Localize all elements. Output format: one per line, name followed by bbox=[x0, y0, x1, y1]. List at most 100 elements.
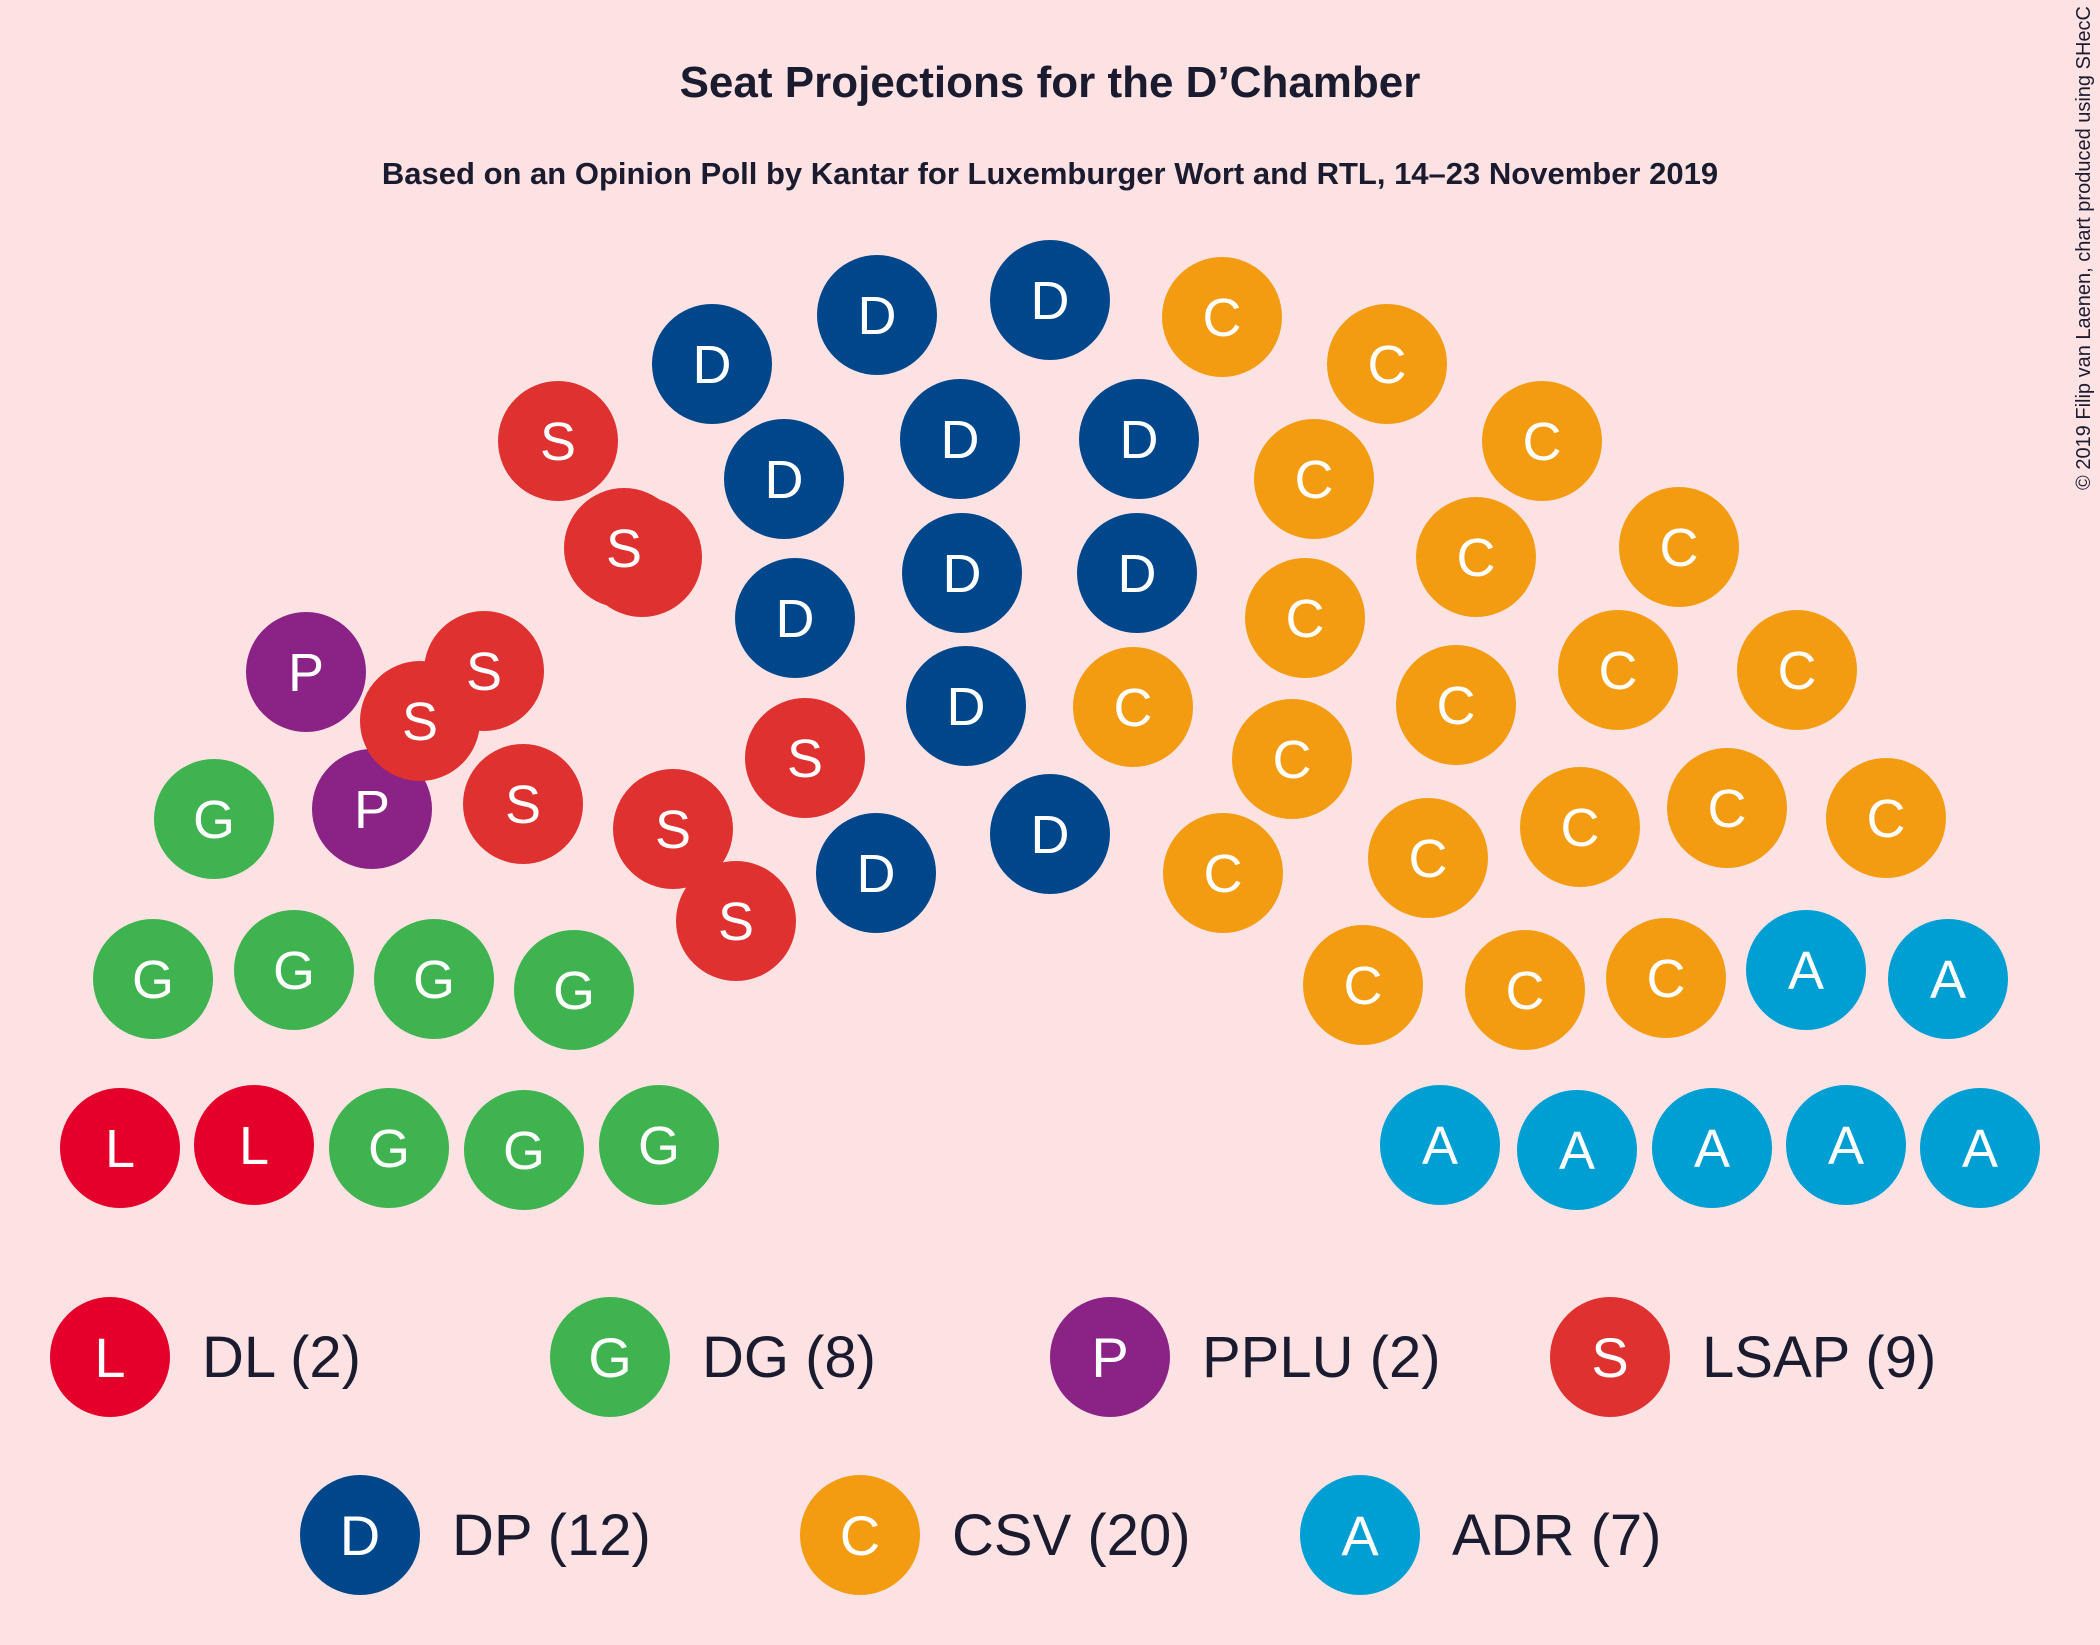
seat-circle bbox=[906, 646, 1026, 766]
seat-dp: D bbox=[735, 558, 855, 678]
seat-circle bbox=[514, 930, 634, 1050]
copyright-note: © 2019 Filip van Laenen, chart produced … bbox=[2073, 6, 2095, 490]
legend-item-csv: C CSV (20) bbox=[800, 1475, 1191, 1595]
seat-circle bbox=[1786, 1085, 1906, 1205]
seat-letter: A bbox=[1930, 950, 1966, 1010]
seats-group: LLGGGGGGGGPPSSSSSSSSSDDDDDDDDDDDDCCCCCCC… bbox=[60, 240, 2040, 1210]
seat-letter: C bbox=[1344, 956, 1383, 1016]
seat-letter: A bbox=[1559, 1121, 1595, 1181]
seat-letter: C bbox=[1295, 450, 1334, 510]
seat-circle bbox=[735, 558, 855, 678]
seat-letter: G bbox=[503, 1121, 545, 1181]
seat-dl: L bbox=[60, 1088, 180, 1208]
seat-circle bbox=[1652, 1088, 1772, 1208]
seat-circle bbox=[652, 304, 772, 424]
seat-lsap: S bbox=[498, 381, 618, 501]
seat-letter: C bbox=[1204, 844, 1243, 904]
chart-subtitle: Based on an Opinion Poll by Kantar for L… bbox=[382, 156, 1718, 191]
seat-csv: C bbox=[1327, 304, 1447, 424]
seat-dg: G bbox=[464, 1090, 584, 1210]
seat-letter: G bbox=[132, 950, 174, 1010]
legend-label: DL (2) bbox=[202, 1325, 361, 1390]
seat-dg: G bbox=[374, 919, 494, 1039]
legend-swatch bbox=[50, 1297, 170, 1417]
legend-swatch bbox=[550, 1297, 670, 1417]
legend-item-pplu: P PPLU (2) bbox=[1050, 1297, 1441, 1417]
seat-dg: G bbox=[599, 1085, 719, 1205]
legend-swatch-letter: D bbox=[340, 1504, 380, 1567]
seat-dg: G bbox=[154, 759, 274, 879]
seat-csv: C bbox=[1826, 758, 1946, 878]
legend-swatch-letter: C bbox=[840, 1504, 880, 1567]
seat-dp: D bbox=[902, 513, 1022, 633]
seat-letter: C bbox=[1599, 641, 1638, 701]
seat-circle bbox=[902, 513, 1022, 633]
seat-letter: D bbox=[1120, 410, 1159, 470]
seat-csv: C bbox=[1737, 610, 1857, 730]
legend-label: DG (8) bbox=[702, 1325, 876, 1390]
seat-circle bbox=[1079, 379, 1199, 499]
seat-circle bbox=[1606, 918, 1726, 1038]
seat-circle bbox=[312, 749, 432, 869]
seat-letter: S bbox=[466, 642, 502, 702]
seat-circle bbox=[329, 1088, 449, 1208]
seat-circle bbox=[1162, 257, 1282, 377]
seat-adr: A bbox=[1517, 1090, 1637, 1210]
seat-dg: G bbox=[234, 910, 354, 1030]
legend-swatch bbox=[1050, 1297, 1170, 1417]
seat-dp: D bbox=[906, 646, 1026, 766]
seat-letter: G bbox=[368, 1119, 410, 1179]
seat-dg: G bbox=[329, 1088, 449, 1208]
seat-circle bbox=[613, 769, 733, 889]
legend-label: PPLU (2) bbox=[1202, 1325, 1441, 1390]
seat-circle bbox=[1667, 748, 1787, 868]
seat-dp: D bbox=[816, 813, 936, 933]
seat-circle bbox=[246, 612, 366, 732]
seat-letter: C bbox=[1561, 798, 1600, 858]
seat-circle bbox=[464, 1090, 584, 1210]
seat-adr: A bbox=[1920, 1088, 2040, 1208]
seat-letter: S bbox=[505, 775, 541, 835]
seat-letter: C bbox=[1660, 518, 1699, 578]
seat-csv: C bbox=[1465, 930, 1585, 1050]
seat-lsap: S bbox=[676, 861, 796, 981]
seat-circle bbox=[1558, 610, 1678, 730]
seat-circle bbox=[463, 744, 583, 864]
seat-circle bbox=[564, 488, 684, 608]
seat-letter: L bbox=[105, 1119, 135, 1179]
seat-letter: P bbox=[288, 643, 324, 703]
seat-letter: S bbox=[606, 519, 642, 579]
seat-circle bbox=[1619, 487, 1739, 607]
seat-pplu: P bbox=[246, 612, 366, 732]
seat-circle bbox=[498, 381, 618, 501]
seat-dp: D bbox=[652, 304, 772, 424]
seat-dp: D bbox=[817, 255, 937, 375]
seat-csv: C bbox=[1606, 918, 1726, 1038]
legend-swatch-letter: L bbox=[94, 1326, 125, 1389]
seat-csv: C bbox=[1368, 798, 1488, 918]
seat-circle bbox=[1888, 919, 2008, 1039]
seat-circle bbox=[990, 774, 1110, 894]
seat-circle bbox=[424, 611, 544, 731]
legend: L DL (2) G DG (8) P PPLU (2) S LSAP (9) D DP (12)… bbox=[50, 1297, 1936, 1595]
seat-csv: C bbox=[1073, 647, 1193, 767]
legend-label: ADR (7) bbox=[1452, 1503, 1661, 1568]
seat-circle bbox=[1073, 647, 1193, 767]
seat-letter: A bbox=[1828, 1116, 1864, 1176]
seat-letter: C bbox=[1778, 641, 1817, 701]
seat-circle bbox=[1232, 699, 1352, 819]
seat-letter: D bbox=[693, 335, 732, 395]
seat-letter: C bbox=[1457, 528, 1496, 588]
legend-swatch-letter: A bbox=[1341, 1504, 1379, 1567]
legend-item-adr: A ADR (7) bbox=[1300, 1475, 1661, 1595]
seat-circle bbox=[194, 1085, 314, 1205]
seat-adr: A bbox=[1786, 1085, 1906, 1205]
seat-letter: D bbox=[1031, 271, 1070, 331]
seat-circle bbox=[1920, 1088, 2040, 1208]
seat-circle bbox=[1380, 1085, 1500, 1205]
seat-circle bbox=[816, 813, 936, 933]
seat-circle bbox=[93, 919, 213, 1039]
seat-circle bbox=[234, 910, 354, 1030]
seat-letter: C bbox=[1273, 730, 1312, 790]
seat-adr: A bbox=[1746, 910, 1866, 1030]
